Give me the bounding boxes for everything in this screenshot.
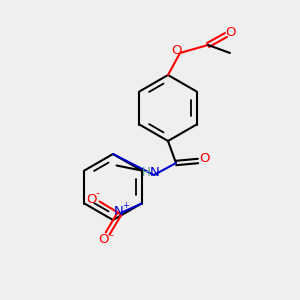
Text: O: O: [171, 44, 181, 58]
Text: H: H: [142, 167, 150, 179]
Text: O: O: [199, 152, 209, 166]
Text: O: O: [225, 26, 235, 40]
Text: O: O: [98, 233, 109, 246]
Text: -: -: [110, 230, 114, 241]
Text: -: -: [96, 188, 100, 199]
Text: O: O: [86, 193, 97, 206]
Text: N: N: [114, 205, 124, 218]
Text: +: +: [122, 201, 129, 210]
Text: N: N: [150, 167, 160, 179]
